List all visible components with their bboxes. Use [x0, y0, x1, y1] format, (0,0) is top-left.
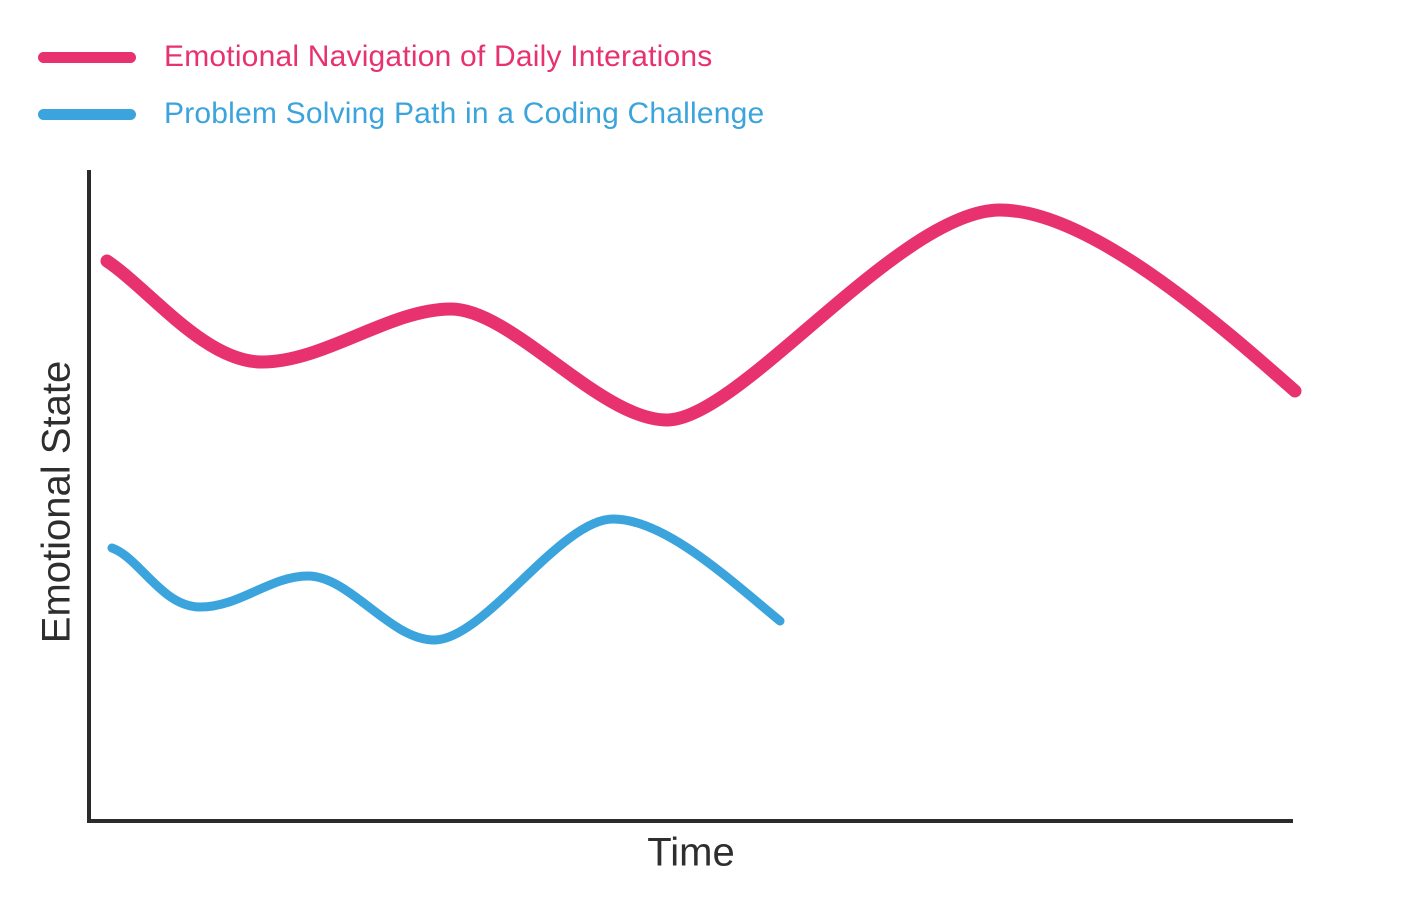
legend-swatch-pink — [38, 51, 136, 63]
axis-lines — [87, 170, 1293, 823]
legend-swatch-blue — [38, 108, 136, 120]
y-axis-label: Emotional State — [34, 360, 79, 644]
series-line-coding-challenge — [107, 514, 785, 645]
x-axis-label: Time — [647, 830, 735, 875]
legend-item: Emotional Navigation of Daily Interation… — [38, 40, 712, 74]
legend-item: Problem Solving Path in a Coding Challen… — [38, 97, 764, 131]
legend-label: Emotional Navigation of Daily Interation… — [164, 40, 713, 73]
series-line-daily-interactions — [100, 203, 1302, 427]
legend-label: Problem Solving Path in a Coding Challen… — [164, 97, 765, 130]
